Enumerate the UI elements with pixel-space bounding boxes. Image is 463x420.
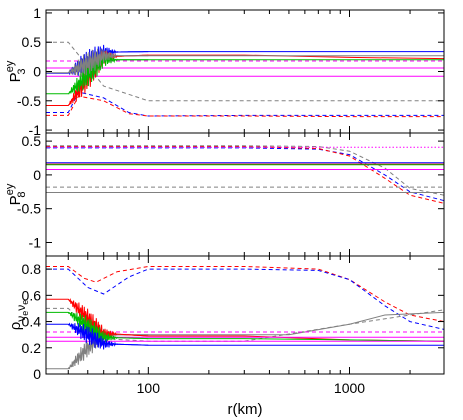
x-axis-label: r(km) [228, 401, 263, 418]
y-tick-label: -0.5 [17, 93, 41, 109]
series-line-4 [46, 95, 444, 118]
series-group [46, 145, 444, 204]
y-tick-label: 1 [33, 5, 41, 21]
y-tick-label: 0.4 [22, 314, 42, 330]
x-tick-label: 100 [137, 380, 161, 396]
panel-3: 0 0.2 0.4 0.6 0.8 ρνeνe 100 1000 r(km) [7, 255, 445, 418]
y-axis-label: Pey3 [4, 60, 28, 82]
x-tick-label: 1000 [334, 380, 365, 396]
y-tick-label: 0.2 [22, 340, 42, 356]
y-tick-label: 0 [33, 64, 41, 80]
series-line-1 [46, 147, 444, 202]
y-axis-label: ρνeνe [7, 300, 30, 331]
series-group [46, 41, 444, 118]
series-line-2 [46, 268, 444, 330]
y-axis-label: Pey8 [4, 183, 28, 205]
series-group [46, 266, 444, 370]
y-tick-label: 0 [33, 366, 41, 382]
panel-1: -1 -0.5 0 0.5 1 Pey3 [4, 5, 445, 138]
panel-2: -1 -0.5 0 0.5 Pey8 [4, 132, 445, 257]
series-line-2 [46, 146, 444, 204]
y-tick-label: 0.8 [22, 261, 42, 277]
y-tick-label: 0.5 [22, 34, 42, 50]
series-line-1 [46, 266, 444, 323]
series-line-6 [46, 41, 444, 102]
y-tick-label: 0.6 [22, 287, 42, 303]
panel-frame [45, 9, 445, 134]
y-tick-label: -0.5 [17, 201, 41, 217]
panel-frame [45, 132, 445, 257]
series-line-3 [46, 145, 444, 196]
y-tick-label: 0 [33, 167, 41, 183]
series-line-2 [46, 91, 444, 117]
panel-frame [45, 255, 445, 375]
y-tick-label: 0.5 [22, 133, 42, 149]
oscillation-trace [68, 48, 149, 77]
y-tick-label: -1 [29, 234, 42, 250]
series-line-3 [46, 307, 444, 342]
oscillation-trace [67, 312, 149, 343]
y-tick-label: -1 [29, 122, 42, 138]
oscillation-trace [67, 322, 149, 350]
